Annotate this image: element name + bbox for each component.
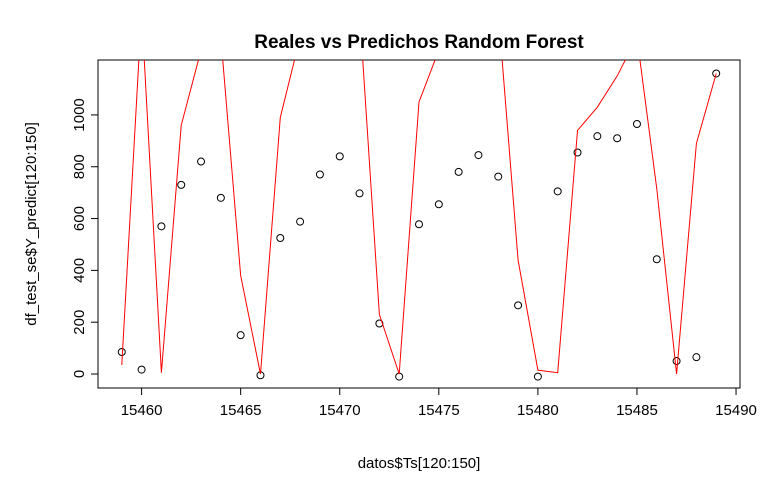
series-line [121, 60, 717, 375]
y-tick-label: 400 [71, 258, 88, 283]
x-tick-label: 15490 [715, 402, 757, 419]
x-tick-label: 15475 [418, 402, 460, 419]
y-tick-label: 600 [71, 206, 88, 231]
y-tick-label: 800 [71, 154, 88, 179]
y-tick-label: 1000 [71, 98, 88, 131]
point [157, 222, 166, 231]
plot-box [97, 59, 741, 389]
point [315, 170, 324, 179]
y-axis-label: df_test_se$Y_predict[120:150] [23, 122, 40, 325]
point [613, 134, 622, 143]
point [276, 233, 285, 242]
point [395, 372, 404, 381]
point [216, 193, 225, 202]
y-tick-label: 0 [71, 370, 88, 378]
point [652, 255, 661, 264]
point [593, 132, 602, 141]
x-tick-label: 15465 [220, 402, 262, 419]
point [553, 187, 562, 196]
point [573, 148, 582, 157]
point [236, 331, 245, 340]
point [692, 353, 701, 362]
point [415, 220, 423, 229]
x-axis-label: datos$Ts[120:150] [358, 455, 481, 472]
point [434, 200, 443, 209]
point [335, 152, 344, 161]
point [137, 365, 146, 374]
point [514, 301, 523, 310]
x-tick-label: 15470 [319, 402, 361, 419]
point [296, 217, 305, 226]
plot-area [117, 60, 721, 381]
point [632, 119, 641, 128]
point [454, 167, 463, 176]
point [177, 180, 186, 189]
x-tick-label: 15460 [121, 402, 163, 419]
y-tick-label: 200 [71, 310, 88, 335]
point [494, 172, 503, 181]
point [117, 347, 126, 356]
point [197, 157, 206, 166]
point [712, 69, 721, 78]
point [533, 372, 542, 381]
point [474, 151, 483, 160]
x-tick-label: 15485 [616, 402, 658, 419]
chart-title: Reales vs Predichos Random Forest [254, 32, 584, 53]
x-tick-label: 15480 [517, 402, 559, 419]
point [672, 357, 681, 366]
point [355, 189, 364, 198]
